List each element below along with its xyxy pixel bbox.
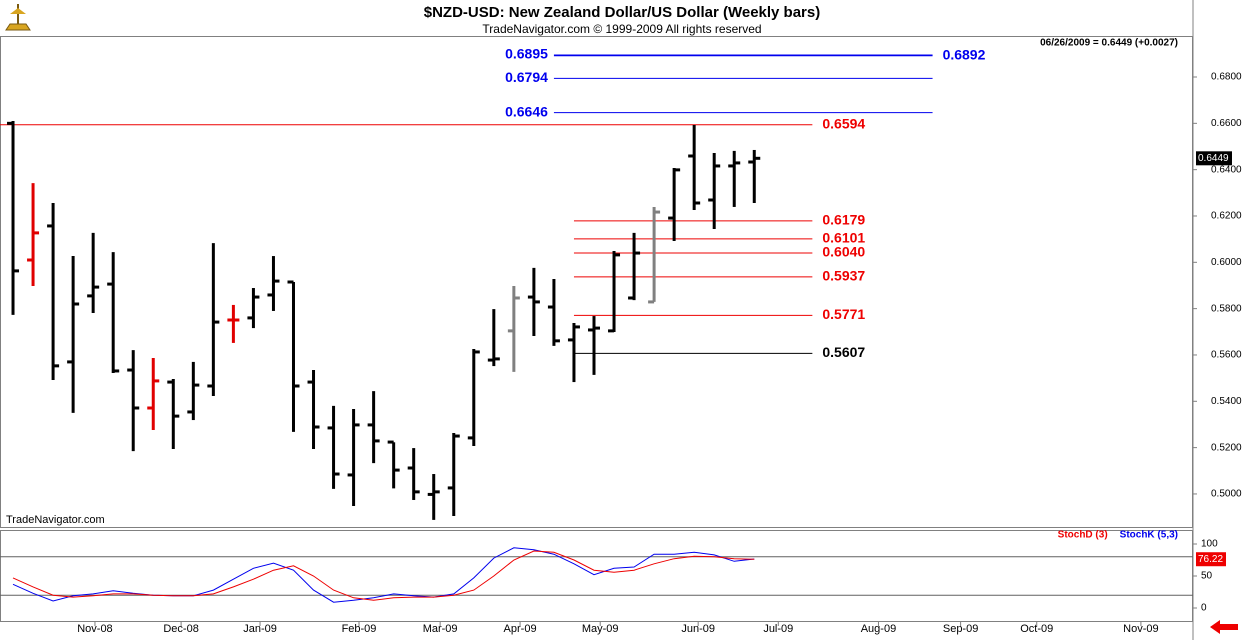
x-tick-label: May-09 [582,623,619,635]
last-price-label: 0.6449 [1198,153,1229,164]
y-tick-label: 50 [1201,571,1213,582]
y-tick-label: 0.5400 [1211,396,1242,407]
last-value-badge [1196,552,1226,567]
y-tick-label: 0.6000 [1211,257,1242,268]
level-label: 0.6179 [822,212,865,228]
level-label: 0.6101 [822,230,865,246]
level-label: 0.6895 [505,46,548,62]
y-tick-label: 0.5200 [1211,442,1242,453]
level-label: 0.6794 [505,69,548,85]
last-price-badge [1196,151,1232,166]
x-tick-label: Dec-08 [163,623,198,635]
legend-entry: StochK (5,3) [1120,530,1178,541]
subtitle: TradeNavigator.com © 1999-2009 All right… [482,22,761,36]
chart-title: $NZD-USD: New Zealand Dollar/US Dollar (… [424,4,820,21]
scroll-arrow[interactable] [1210,620,1238,634]
level-label: 0.6594 [822,115,865,131]
x-tick-label: Sep-09 [943,623,978,635]
x-tick-label: Jul-09 [763,623,793,635]
level-label: 0.6892 [943,46,986,62]
x-tick-label: Nov-08 [77,623,112,635]
x-tick-label: Oct-09 [1020,623,1053,635]
level-label: 0.6040 [822,244,865,260]
x-tick-label: Jun-09 [681,623,715,635]
x-tick-label: Mar-09 [423,623,458,635]
level-label: 0.5937 [822,268,865,284]
x-tick-label: Aug-09 [861,623,896,635]
y-tick-label: 0.5800 [1211,303,1242,314]
level-label: 0.5771 [822,306,865,322]
y-tick-label: 100 [1201,539,1218,550]
y-tick-label: 0.6400 [1211,164,1242,175]
level-label: 0.5607 [822,344,865,360]
stoch-line [12,550,755,601]
level-label: 0.6646 [505,103,548,119]
last-value-label: 76.22 [1198,554,1223,565]
logo [5,4,31,31]
y-tick-label: 0.5000 [1211,489,1242,500]
info: 06/26/2009 = 0.6449 (+0.0027) [1040,38,1178,49]
y-tick-label: 0.6200 [1211,211,1242,222]
watermark: TradeNavigator.com [6,514,105,526]
x-tick-label: Jan-09 [243,623,277,635]
x-tick-label: Apr-09 [504,623,537,635]
y-tick-label: 0.6800 [1211,72,1242,83]
y-tick-label: 0.6600 [1211,118,1242,129]
y-tick-label: 0 [1201,603,1207,614]
x-tick-label: Nov-09 [1123,623,1158,635]
x-tick-label: Feb-09 [342,623,377,635]
legend-entry: StochD (3) [1058,530,1108,541]
y-tick-label: 0.5600 [1211,350,1242,361]
